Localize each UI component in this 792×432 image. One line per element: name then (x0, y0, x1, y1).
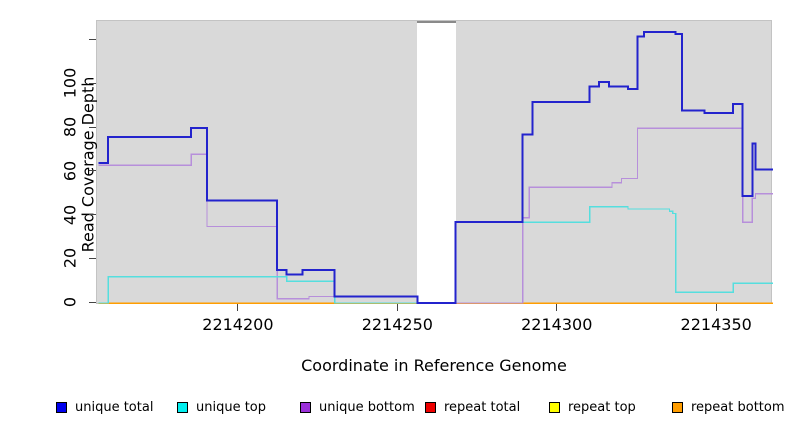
no-data-gap-band (417, 21, 456, 305)
y-tick-mark (89, 82, 96, 84)
legend-swatch-repeat-bottom (672, 401, 683, 413)
y-tick-mark (89, 301, 96, 303)
legend-label-unique-total: unique total (75, 399, 154, 415)
legend-label-unique-top: unique top (196, 399, 267, 415)
series-line-unique-top (98, 206, 773, 304)
legend-swatch-unique-total (56, 401, 67, 413)
x-tick-mark (237, 304, 239, 311)
legend-item-unique-top: unique top (177, 399, 266, 415)
x-tick-label: 2214350 (680, 315, 752, 334)
series-line-unique-total (98, 30, 773, 304)
legend-label-repeat-top: repeat top (568, 399, 636, 415)
legend-swatch-repeat-total (425, 401, 436, 413)
series-line-unique-bottom (98, 127, 773, 304)
legend-label-repeat-total: repeat total (444, 399, 521, 415)
x-tick-mark (396, 304, 398, 311)
y-tick-label: 0 (60, 296, 80, 308)
legend-item-repeat-total: repeat total (425, 399, 520, 415)
y-tick-label: 60 (60, 160, 80, 182)
no-data-gap-top-border (417, 21, 456, 23)
legend-swatch-repeat-top (549, 401, 560, 413)
legend-label-unique-bottom: unique bottom (319, 399, 415, 415)
plot-area (96, 20, 773, 305)
y-axis-title: Read Coverage Depth (78, 76, 98, 253)
series-lines-svg (98, 30, 773, 304)
y-tick-mark (89, 257, 96, 259)
y-tick-mark (89, 39, 96, 41)
y-tick-mark (89, 126, 96, 128)
x-tick-label: 2214250 (361, 315, 433, 334)
legend-item-repeat-top: repeat top (549, 399, 636, 415)
y-tick-label: 80 (60, 116, 80, 138)
y-tick-mark (89, 214, 96, 216)
x-axis-title: Coordinate in Reference Genome (301, 356, 567, 375)
x-tick-label: 2214200 (202, 315, 274, 334)
y-tick-label: 20 (60, 248, 80, 269)
x-tick-mark (556, 304, 558, 311)
legend-item-unique-total: unique total (56, 399, 153, 415)
legend-label-repeat-bottom: repeat bottom (691, 399, 785, 415)
x-tick-label: 2214300 (521, 315, 593, 334)
legend-swatch-unique-bottom (300, 401, 311, 413)
y-tick-label: 100 (60, 68, 80, 99)
legend-item-unique-bottom: unique bottom (300, 399, 415, 415)
x-tick-mark (715, 304, 717, 311)
y-tick-label: 40 (60, 204, 80, 225)
legend-swatch-unique-top (177, 401, 188, 413)
legend-item-repeat-bottom: repeat bottom (672, 399, 785, 415)
y-tick-mark (89, 170, 96, 172)
